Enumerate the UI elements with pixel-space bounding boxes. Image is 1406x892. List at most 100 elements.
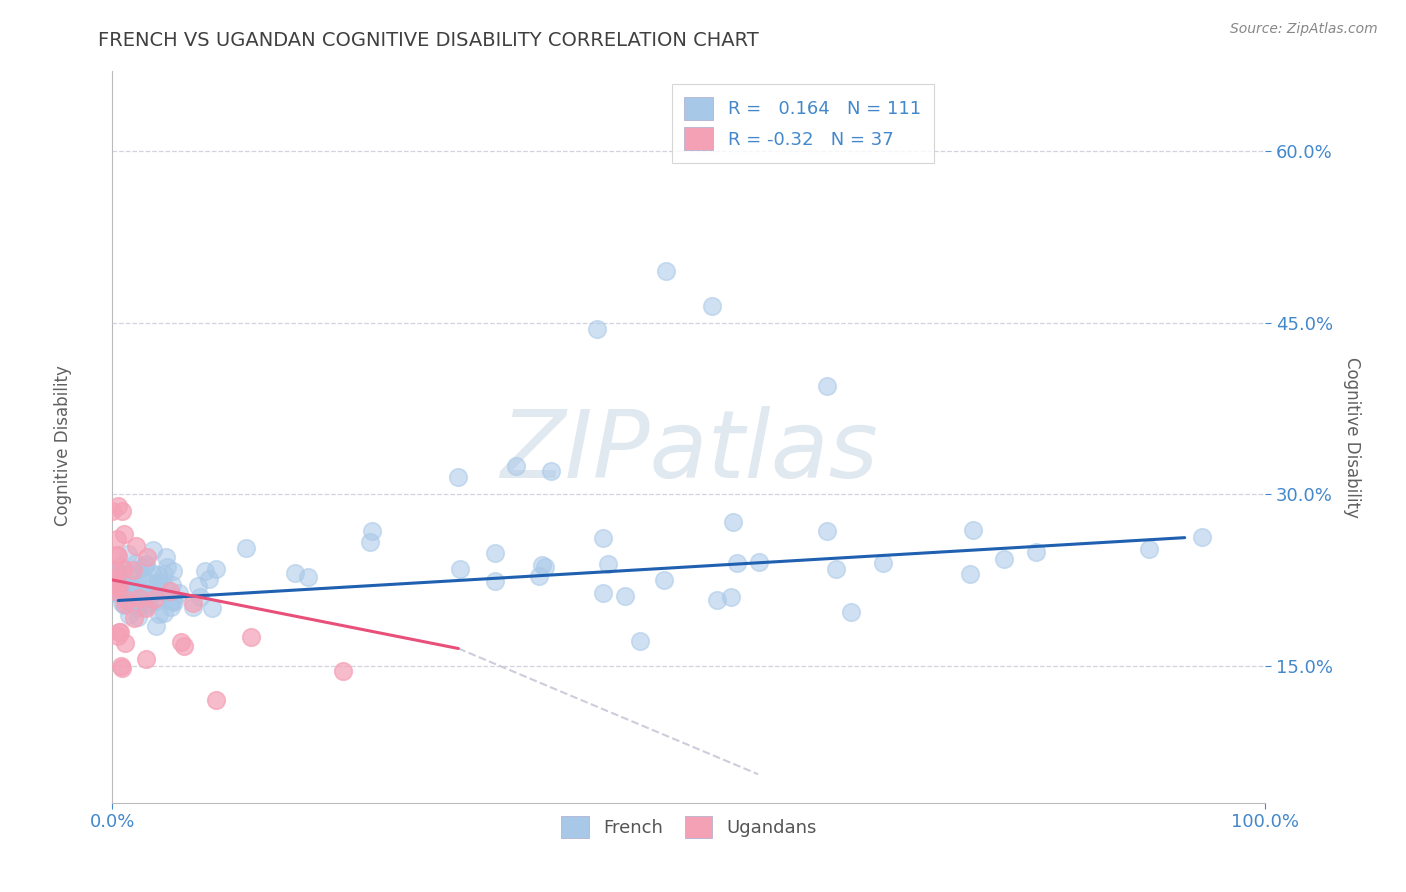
Point — [110, 658, 132, 673]
Point — [449, 561, 471, 575]
Point — [112, 527, 135, 541]
Point — [194, 564, 217, 578]
Point — [107, 532, 129, 546]
Point — [128, 591, 150, 605]
Point — [120, 578, 142, 592]
Point — [540, 464, 562, 478]
Point — [872, 556, 894, 570]
Point — [118, 607, 141, 622]
Point — [652, 573, 675, 587]
Point — [143, 584, 166, 599]
Point — [170, 635, 193, 649]
Point — [111, 661, 134, 675]
Point — [297, 570, 319, 584]
Point — [111, 575, 134, 590]
Point — [143, 592, 166, 607]
Point — [101, 504, 124, 518]
Point — [197, 573, 219, 587]
Point — [114, 582, 136, 597]
Text: Source: ZipAtlas.com: Source: ZipAtlas.com — [1230, 22, 1378, 37]
Point — [141, 566, 163, 581]
Point — [107, 578, 129, 592]
Point — [187, 579, 209, 593]
Point — [105, 581, 128, 595]
Point — [235, 541, 257, 555]
Point — [284, 566, 307, 581]
Point — [104, 563, 127, 577]
Point — [117, 567, 139, 582]
Point — [1137, 542, 1160, 557]
Point — [110, 559, 132, 574]
Point — [127, 599, 149, 613]
Point — [135, 601, 157, 615]
Point — [107, 584, 129, 599]
Point — [484, 546, 506, 560]
Point — [146, 576, 169, 591]
Point — [125, 556, 148, 570]
Point — [592, 586, 614, 600]
Point — [585, 321, 607, 335]
Point — [505, 458, 527, 473]
Point — [107, 499, 129, 513]
Point — [447, 470, 470, 484]
Point — [628, 634, 651, 648]
Point — [533, 559, 555, 574]
Point — [107, 565, 129, 579]
Point — [132, 560, 155, 574]
Point — [146, 584, 169, 599]
Point — [108, 579, 131, 593]
Point — [159, 584, 181, 599]
Point — [124, 539, 146, 553]
Point — [181, 596, 204, 610]
Point — [115, 592, 138, 607]
Point — [124, 586, 146, 600]
Point — [107, 629, 129, 643]
Point — [824, 562, 846, 576]
Point — [720, 590, 742, 604]
Point — [162, 564, 184, 578]
Point — [530, 558, 553, 573]
Point — [815, 378, 838, 392]
Point — [181, 599, 204, 614]
Point — [527, 568, 550, 582]
Point — [136, 597, 159, 611]
Point — [112, 598, 135, 612]
Point — [239, 630, 262, 644]
Point — [128, 584, 150, 599]
Point — [107, 578, 129, 592]
Point — [839, 605, 862, 619]
Point — [127, 599, 149, 614]
Point — [142, 543, 165, 558]
Point — [359, 535, 381, 549]
Point — [104, 571, 127, 585]
Point — [107, 586, 129, 600]
Point — [122, 590, 145, 604]
Point — [122, 563, 145, 577]
Point — [138, 596, 160, 610]
Point — [132, 571, 155, 585]
Point — [748, 555, 770, 569]
Point — [117, 548, 139, 562]
Point — [136, 574, 159, 589]
Point — [114, 578, 136, 592]
Text: FRENCH VS UGANDAN COGNITIVE DISABILITY CORRELATION CHART: FRENCH VS UGANDAN COGNITIVE DISABILITY C… — [98, 31, 759, 50]
Point — [148, 574, 170, 589]
Text: ZIPatlas: ZIPatlas — [501, 406, 877, 497]
Point — [167, 586, 190, 600]
Point — [153, 567, 176, 582]
Point — [160, 599, 183, 614]
Point — [114, 597, 136, 611]
Point — [135, 557, 157, 571]
Point — [962, 523, 984, 537]
Point — [155, 550, 177, 565]
Point — [156, 560, 179, 574]
Point — [655, 264, 678, 278]
Point — [815, 524, 838, 538]
Point — [120, 595, 142, 609]
Point — [1191, 530, 1213, 544]
Point — [332, 665, 354, 679]
Point — [959, 567, 981, 582]
Point — [114, 636, 136, 650]
Point — [108, 625, 131, 640]
Point — [108, 625, 131, 640]
